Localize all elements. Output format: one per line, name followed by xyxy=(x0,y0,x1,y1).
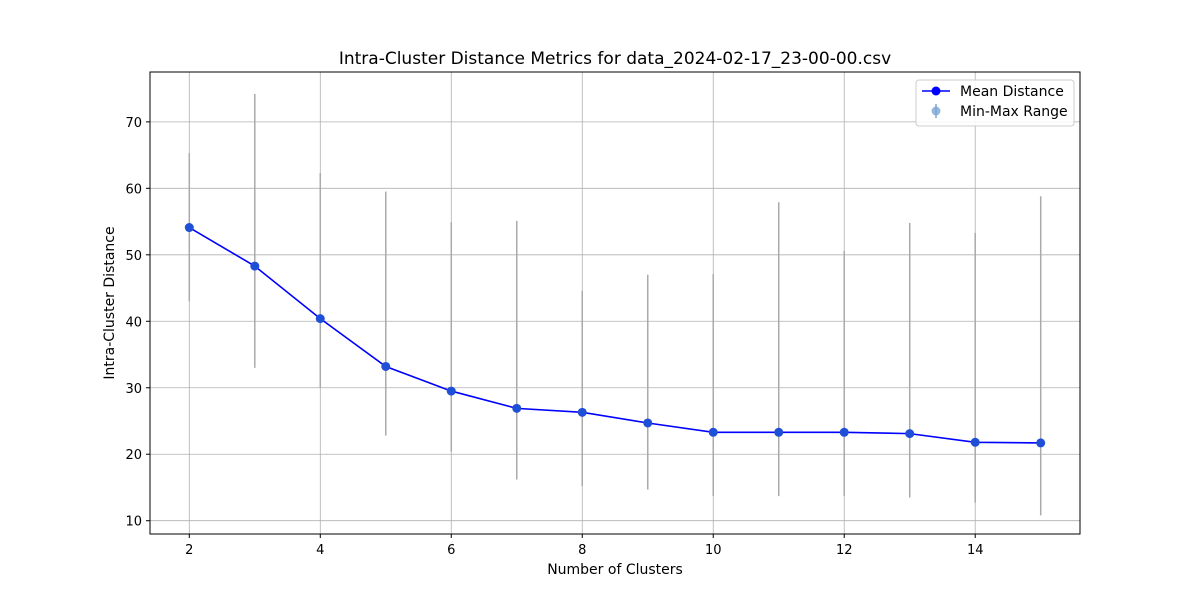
mean-distance-point xyxy=(250,261,260,271)
plot-area-frame xyxy=(149,71,1081,535)
mean-distance-point xyxy=(512,403,522,413)
y-tick-label: 60 xyxy=(125,182,142,197)
mean-distance-point xyxy=(905,429,915,439)
x-tick-label: 4 xyxy=(316,543,324,558)
y-tick-label: 30 xyxy=(125,382,142,397)
mean-distance-point xyxy=(970,437,980,447)
mean-distance-point xyxy=(577,407,587,417)
mean-distance-point xyxy=(643,418,653,428)
y-axis-label: Intra-Cluster Distance xyxy=(102,226,118,379)
mean-distance-line xyxy=(188,226,1041,444)
legend-label-min-max-range: Min-Max Range xyxy=(960,104,1068,120)
x-tick-label: 10 xyxy=(705,543,722,558)
x-tick-label: 14 xyxy=(967,543,984,558)
mean-distance-point xyxy=(708,427,718,437)
x-tick-label: 2 xyxy=(185,543,193,558)
mean-distance-point xyxy=(774,427,784,437)
y-tick-label: 10 xyxy=(125,515,142,530)
grid-lines xyxy=(150,72,1080,534)
y-tick-label: 20 xyxy=(125,448,142,463)
mean-distance-point xyxy=(381,361,391,371)
x-axis-label: Number of Clusters xyxy=(547,562,683,578)
x-axis-ticks: 2 4 6 8 10 12 14 xyxy=(185,534,983,558)
x-tick-label: 12 xyxy=(836,543,853,558)
y-tick-label: 50 xyxy=(125,249,142,264)
mean-distance-point xyxy=(184,223,194,233)
legend-label-mean-distance: Mean Distance xyxy=(960,84,1064,100)
mean-distance-point xyxy=(1036,438,1046,448)
legend-box xyxy=(915,79,1075,127)
x-tick-label: 8 xyxy=(578,543,586,558)
y-tick-label: 70 xyxy=(125,116,142,131)
mean-distance-point xyxy=(839,427,849,437)
mean-distance-series xyxy=(184,223,1046,448)
mean-distance-point xyxy=(446,386,456,396)
y-tick-label: 40 xyxy=(125,315,142,330)
chart-title: Intra-Cluster Distance Metrics for data_… xyxy=(339,49,891,69)
min-max-range-series xyxy=(188,93,1042,516)
mean-distance-point xyxy=(315,314,325,324)
x-tick-label: 6 xyxy=(447,543,455,558)
legend-range-marker xyxy=(931,106,941,116)
legend: Mean Distance Min-Max Range xyxy=(915,79,1075,127)
y-axis-ticks: 10 20 30 40 50 60 70 xyxy=(125,116,150,530)
legend-mean-marker xyxy=(931,86,941,96)
